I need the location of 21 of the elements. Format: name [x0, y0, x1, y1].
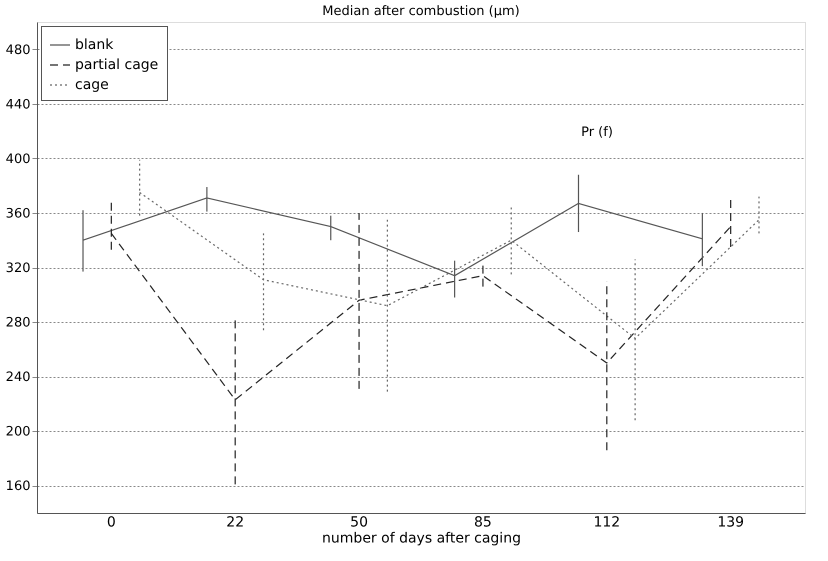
y-tick-label: 480	[6, 42, 30, 58]
chart-title: Median after combustion (µm)	[322, 4, 520, 19]
x-axis-title: number of days after caging	[322, 530, 521, 546]
x-tick-label: 112	[593, 514, 620, 530]
y-tick-label: 360	[6, 206, 30, 222]
y-tick-label: 320	[6, 261, 30, 276]
x-tick-label: 50	[350, 514, 368, 530]
x-tick-label: 0	[106, 514, 116, 530]
x-tick-label: 139	[717, 514, 744, 530]
x-tick-label: 85	[474, 514, 492, 530]
y-tick-label: 240	[6, 370, 30, 386]
y-tick-label: 200	[6, 424, 30, 440]
y-tick-label: 440	[6, 97, 30, 112]
x-tick-label: 22	[226, 514, 244, 530]
y-tick-label: 280	[6, 316, 30, 331]
y-tick-label: 400	[6, 152, 30, 167]
legend-label: partial cage	[75, 57, 158, 73]
legend-label: blank	[75, 37, 114, 53]
annotation: Pr (f)	[581, 125, 613, 140]
y-tick-label: 160	[6, 479, 30, 494]
legend-label: cage	[75, 77, 109, 93]
